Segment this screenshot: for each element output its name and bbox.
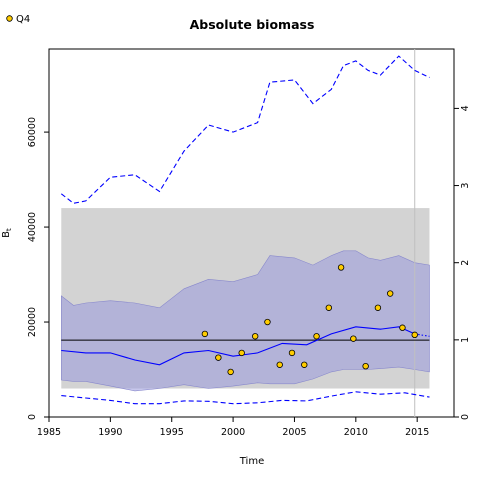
data-point [374,304,382,311]
y-axis-label-group: Bt [1,228,13,238]
data-point [276,361,283,368]
y-tick-label: 60000 [27,117,38,147]
data-point [386,290,394,297]
data-point [337,264,345,271]
data-point [313,333,320,340]
x-tick-label: 2000 [221,427,245,438]
x-tick-label: 1990 [98,427,122,438]
data-point [411,331,418,339]
data-point [251,333,259,340]
series-ci-lower [61,391,430,405]
legend: Q4 [6,14,30,25]
data-point [264,318,271,326]
plot-frame [48,48,455,418]
legend-label-q4: Q4 [16,14,30,25]
series-median-forecast [414,333,430,337]
x-tick-label: 2015 [405,427,429,438]
data-point [362,362,369,370]
series-median [61,326,415,366]
x-axis-label: Time [239,456,264,467]
ci-band [60,250,430,392]
legend-marker-q4 [6,15,13,22]
right-tick-label: 1 [460,337,471,343]
y-axis-label-subscript: t [5,228,13,231]
right-tick-label: 4 [460,105,471,111]
y-tick-label: 0 [27,414,38,420]
x-tick-label: 2005 [282,427,306,438]
data-point [350,335,357,342]
svg-text:Bt: Bt [1,228,13,238]
y-tick-label: 20000 [27,307,38,337]
data-point [325,304,333,311]
right-tick-label: 3 [460,183,471,189]
y-axis-label: B [1,231,12,238]
right-tick-label: 0 [460,414,471,420]
data-point [238,349,245,357]
data-point [288,349,296,357]
x-tick-label: 1995 [160,427,184,438]
data-point [227,368,234,376]
chart-title: Absolute biomass [190,17,315,32]
x-tick-label: 2010 [344,427,368,438]
right-tick-label: 2 [460,260,471,266]
x-tick-label: 1985 [37,427,61,438]
y-tick-label: 40000 [27,212,38,242]
data-point [201,330,209,338]
data-point [215,354,222,361]
data-point [399,324,406,331]
series-ci-upper [60,55,430,204]
data-point [301,361,308,368]
